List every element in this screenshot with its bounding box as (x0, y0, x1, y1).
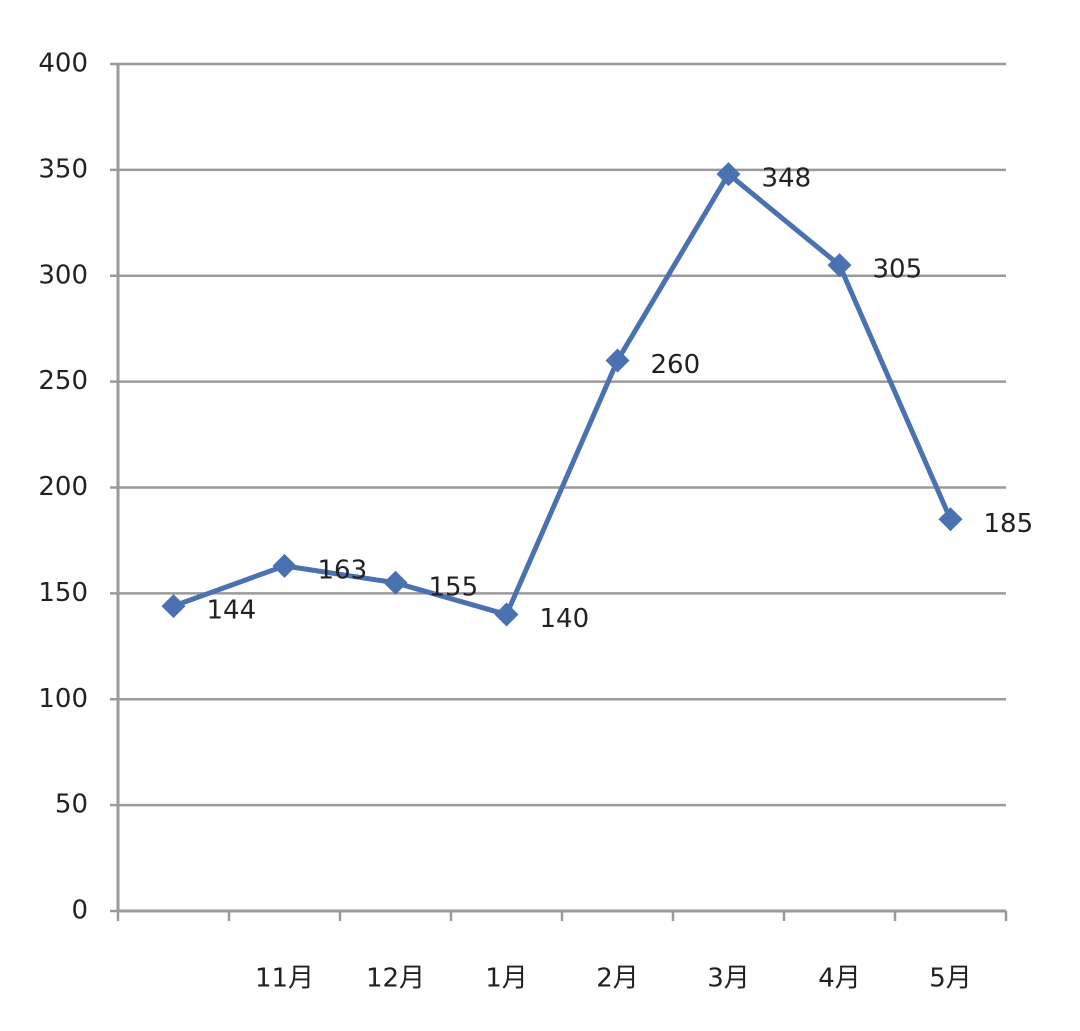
marker (827, 253, 852, 278)
y-tick-label: 100 (38, 684, 88, 714)
data-label: 185 (984, 509, 1034, 539)
x-tick-label: 2月 (596, 964, 639, 994)
y-tick-label: 350 (38, 154, 88, 184)
x-tick-label: 4月 (818, 964, 861, 994)
marker (272, 553, 297, 578)
x-tick-label: 5月 (929, 964, 972, 994)
y-tick-label: 400 (38, 49, 88, 79)
data-label: 155 (429, 572, 479, 602)
y-tick-label: 200 (38, 472, 88, 502)
data-label: 144 (207, 596, 257, 626)
y-tick-label: 250 (38, 366, 88, 396)
line (172, 171, 953, 618)
marker (383, 570, 408, 595)
data-label: 348 (762, 164, 812, 194)
marker (716, 162, 741, 187)
y-tick-label: 300 (38, 260, 88, 290)
x-tick-label: 3月 (707, 964, 750, 994)
y-tick-label: 0 (71, 896, 88, 926)
marker (161, 594, 186, 619)
marker (494, 602, 519, 627)
marker (938, 507, 963, 532)
data-label: 305 (873, 255, 923, 285)
x-tick-label: 11月 (255, 964, 314, 994)
marker (605, 348, 630, 373)
data-label: 163 (318, 555, 368, 585)
data-label: 260 (651, 350, 701, 380)
x-tick-label: 12月 (366, 964, 425, 994)
x-tick-label: 1月 (485, 964, 528, 994)
y-tick-label: 50 (55, 790, 88, 820)
data-label: 140 (540, 604, 590, 634)
y-tick-label: 150 (38, 578, 88, 608)
